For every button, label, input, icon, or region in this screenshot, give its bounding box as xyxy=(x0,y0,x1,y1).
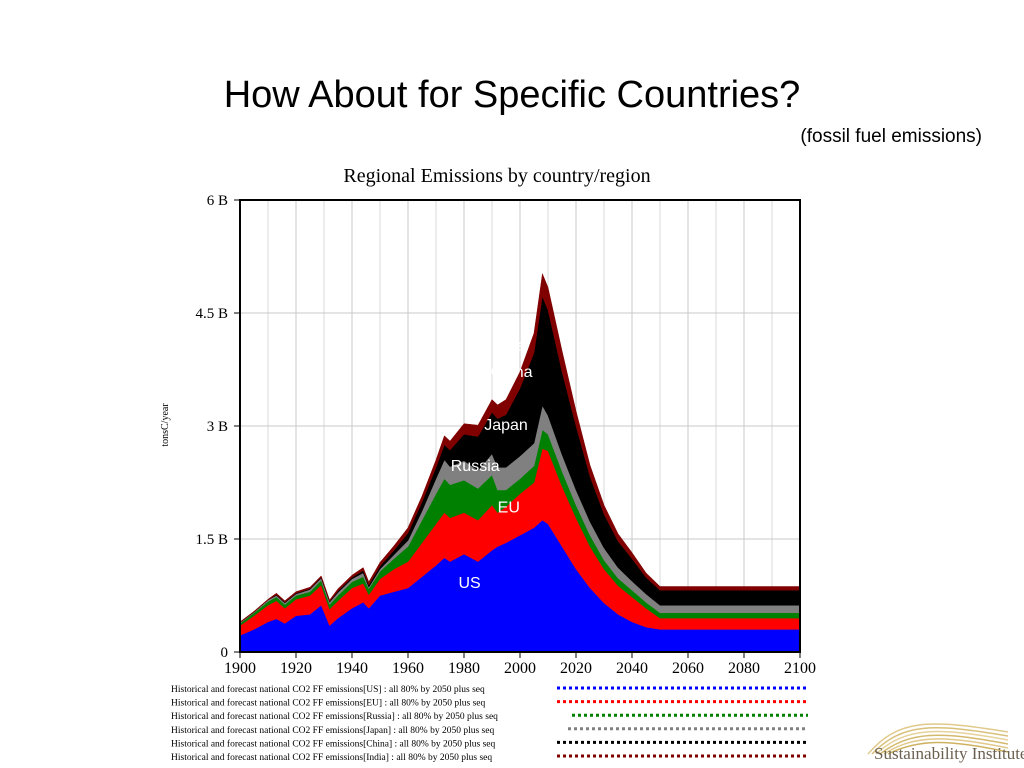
y-tick-label: 0 xyxy=(221,645,229,661)
x-tick-label: 1960 xyxy=(392,660,424,677)
region-label: Russia xyxy=(451,458,500,475)
chart-legend: Historical and forecast national CO2 FF … xyxy=(171,684,808,763)
x-tick-label: 2060 xyxy=(672,660,704,677)
legend-label: Historical and forecast national CO2 FF … xyxy=(171,752,492,763)
region-label: EU xyxy=(498,500,520,517)
y-tick-label: 4.5 B xyxy=(195,306,228,322)
x-tick-label: 2040 xyxy=(616,660,648,677)
slide-subtitle: (fossil fuel emissions) xyxy=(800,126,982,147)
region-label: US xyxy=(458,575,480,592)
x-tick-label: 1900 xyxy=(224,660,256,677)
y-tick-label: 6 B xyxy=(207,193,228,209)
x-tick-label: 1920 xyxy=(280,660,312,677)
x-tick-label: 2080 xyxy=(728,660,760,677)
x-axis-ticks: 1900 1920 1940 1960 1980 2000 2020 2040 2060 2080… xyxy=(224,652,816,677)
legend-label: Historical and forecast national CO2 FF … xyxy=(171,725,494,736)
region-label: China xyxy=(491,364,533,381)
y-axis-label: tonsC/year xyxy=(160,403,171,447)
sustainability-institute-logo-icon xyxy=(867,723,1009,755)
legend-label: Historical and forecast national CO2 FF … xyxy=(171,684,485,695)
region-labels: US EU Russia Japan China India xyxy=(451,338,533,592)
x-tick-label: 1940 xyxy=(336,660,368,677)
x-tick-label: 1980 xyxy=(448,660,480,677)
y-tick-label: 3 B xyxy=(207,419,228,435)
y-axis-ticks: 0 1.5 B 3 B 4.5 B 6 B xyxy=(195,193,240,661)
legend-label: Historical and forecast national CO2 FF … xyxy=(171,738,496,749)
x-tick-label: 2000 xyxy=(504,660,536,677)
legend-label: Historical and forecast national CO2 FF … xyxy=(171,711,498,722)
region-label: Japan xyxy=(484,417,528,434)
x-tick-label: 2020 xyxy=(560,660,592,677)
legend-label: Historical and forecast national CO2 FF … xyxy=(171,698,485,709)
slide-title: How About for Specific Countries? xyxy=(223,74,801,116)
chart-title: Regional Emissions by country/region xyxy=(343,165,650,187)
region-label: India xyxy=(491,338,526,355)
logo-text: Sustainability Institute xyxy=(874,744,1024,763)
x-tick-label: 2100 xyxy=(784,660,816,677)
y-tick-label: 1.5 B xyxy=(195,532,228,548)
